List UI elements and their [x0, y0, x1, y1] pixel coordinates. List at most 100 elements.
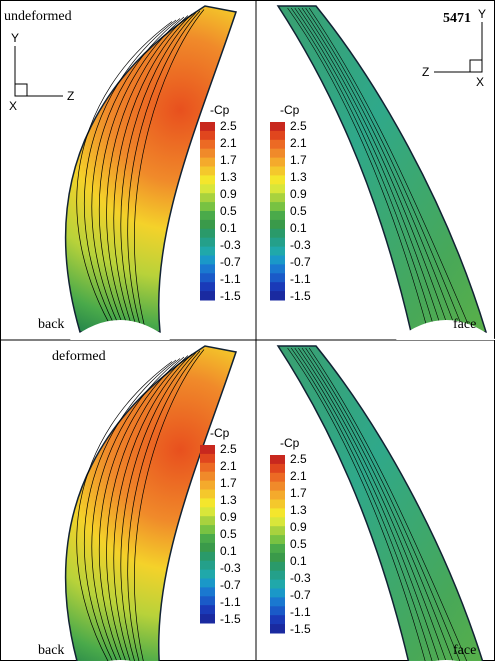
- colorbar-label: 1.3: [290, 503, 307, 517]
- contour: [120, 352, 197, 661]
- colorbar-band: [270, 148, 285, 159]
- colorbar-label: -0.7: [220, 255, 241, 269]
- axis-triad: Y Z X: [9, 31, 74, 113]
- colorbar-band: [200, 507, 215, 517]
- colorbar-label: 1.3: [220, 170, 237, 184]
- colorbar-label: -0.7: [220, 578, 241, 592]
- colorbar-band: [200, 560, 215, 571]
- contour: [106, 15, 189, 333]
- colorbar-band: [200, 255, 215, 265]
- colorbar-band: [200, 614, 215, 624]
- contour: [106, 355, 189, 661]
- colorbar-label: 0.5: [290, 204, 307, 218]
- colorbar-band: [200, 282, 215, 292]
- hub: [70, 320, 170, 340]
- colorbar-band: [200, 202, 215, 212]
- colorbar-label: 0.5: [290, 537, 307, 551]
- colorbar-band: [270, 552, 285, 563]
- colorbar-band: [200, 569, 215, 579]
- contour: [113, 353, 193, 661]
- contour: [287, 7, 429, 333]
- colorbar-band: [270, 624, 285, 634]
- colorbar-label: -0.3: [220, 561, 241, 575]
- colorbar-band: [200, 605, 215, 615]
- colorbar-band: [270, 130, 285, 141]
- colorbar-band: [200, 175, 215, 185]
- colorbar-band: [200, 246, 215, 256]
- colorbar-band: [270, 246, 285, 256]
- axis-label: X: [9, 99, 17, 113]
- colorbar-label: 0.9: [220, 510, 237, 524]
- colorbar-label: -0.3: [220, 238, 241, 252]
- colorbar-band: [270, 264, 285, 274]
- colorbar-label: 1.7: [290, 486, 307, 500]
- contour: [294, 347, 440, 661]
- colorbar-band: [200, 219, 215, 230]
- contour: [305, 347, 461, 661]
- colorbar-label: 1.3: [220, 493, 237, 507]
- colorbar-band: [200, 462, 215, 473]
- colorbar-label: 0.1: [220, 221, 237, 235]
- colorbar-band: [200, 273, 215, 283]
- colorbar-title: -Cp: [210, 103, 230, 117]
- contour: [84, 19, 177, 333]
- contour: [308, 7, 472, 333]
- blade: [276, 345, 484, 661]
- side-label: face: [453, 643, 476, 658]
- colorbar-label: -1.5: [290, 622, 311, 636]
- colorbar-band: [200, 157, 215, 167]
- colorbar-label: 1.3: [290, 170, 307, 184]
- colorbar-band: [270, 219, 285, 230]
- colorbar-band: [270, 499, 285, 509]
- colorbar-label: 0.9: [290, 187, 307, 201]
- colorbar-band: [200, 264, 215, 274]
- colorbar-label: 2.1: [220, 136, 237, 150]
- colorbar-band: [270, 517, 285, 527]
- blade: [64, 5, 237, 340]
- colorbar-band: [270, 455, 285, 465]
- colorbar-label: 1.7: [220, 153, 237, 167]
- contour: [127, 350, 201, 661]
- axis-label: X: [476, 75, 484, 89]
- colorbar-band: [200, 578, 215, 588]
- colorbar-band: [200, 534, 215, 544]
- colorbar-band: [270, 166, 285, 176]
- colorbar-band: [200, 516, 215, 526]
- colorbar-label: 2.5: [290, 119, 307, 133]
- colorbar-band: [270, 561, 285, 572]
- blade: [276, 5, 495, 340]
- colorbar-band: [200, 480, 215, 490]
- colorbar-band: [270, 202, 285, 212]
- colorbar-label: 2.5: [220, 119, 237, 133]
- contour: [127, 10, 201, 333]
- colorbar-band: [200, 184, 215, 194]
- colorbar-band: [270, 157, 285, 167]
- contour: [290, 7, 436, 333]
- colorbar-band: [270, 606, 285, 616]
- colorbar-band: [270, 255, 285, 265]
- colorbar-band: [270, 139, 285, 150]
- contour: [287, 347, 426, 661]
- colorbar-band: [270, 615, 285, 625]
- colorbar-title: -Cp: [280, 436, 300, 450]
- colorbar-band: [270, 579, 285, 589]
- colorbar-label: 2.1: [220, 459, 237, 473]
- axis-label: Z: [422, 65, 429, 79]
- colorbar-label: 0.5: [220, 204, 237, 218]
- colorbar-band: [270, 291, 285, 301]
- colorbar-band: [200, 211, 215, 221]
- contour: [298, 347, 447, 661]
- colorbar-band: [270, 544, 285, 554]
- contour: [98, 16, 185, 333]
- contour: [84, 359, 177, 661]
- colorbar-label: -0.3: [290, 238, 311, 252]
- colorbar-label: -1.5: [290, 289, 311, 303]
- hub: [396, 320, 495, 340]
- colorbar-band: [270, 508, 285, 518]
- contour: [98, 356, 185, 661]
- contour: [91, 18, 181, 333]
- colorbar-band: [270, 175, 285, 185]
- panel-id: 5471: [443, 11, 471, 26]
- colorbar-band: [200, 542, 215, 553]
